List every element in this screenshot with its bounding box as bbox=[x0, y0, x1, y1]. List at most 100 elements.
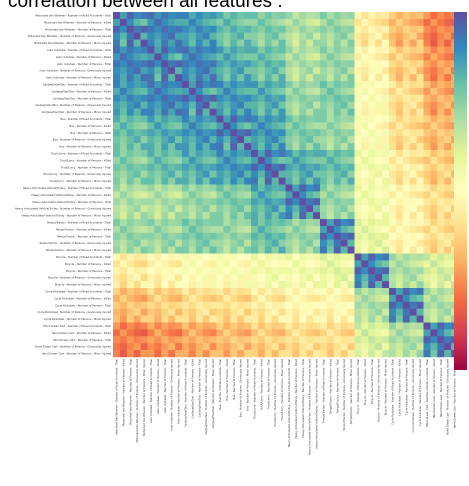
heatmap-cell bbox=[168, 288, 176, 296]
heatmap-cell bbox=[257, 101, 266, 109]
heatmap-cell bbox=[354, 67, 362, 75]
heatmap-cell bbox=[209, 143, 217, 151]
heatmap-cell bbox=[216, 12, 224, 20]
heatmap-cell bbox=[168, 87, 176, 96]
heatmap-cell bbox=[320, 191, 328, 199]
heatmap-cell bbox=[154, 274, 162, 282]
heatmap-cell bbox=[175, 60, 183, 68]
heatmap-cell bbox=[354, 115, 362, 123]
heatmap-cell bbox=[147, 225, 155, 234]
heatmap-cell bbox=[147, 343, 155, 351]
heatmap-cell bbox=[292, 143, 300, 151]
heatmap-cell bbox=[409, 294, 417, 303]
heatmap-cell bbox=[409, 108, 417, 116]
heatmap-cell bbox=[285, 12, 293, 20]
heatmap-cell bbox=[175, 32, 183, 40]
heatmap-cell bbox=[113, 219, 121, 227]
heatmap-cell bbox=[402, 225, 410, 234]
heatmap-cell bbox=[133, 129, 141, 137]
y-tick-label: Tempo/Tractor - Number of Persons - Grie… bbox=[39, 241, 111, 245]
heatmap-cell bbox=[375, 232, 383, 240]
x-tick-label: Bus - Number of Persons - Grievously Inj… bbox=[239, 359, 243, 418]
heatmap-cell bbox=[368, 60, 376, 68]
heatmap-cell bbox=[271, 32, 279, 40]
heatmap-cell bbox=[382, 94, 390, 102]
heatmap-cell bbox=[437, 53, 445, 61]
heatmap-cell bbox=[285, 219, 293, 227]
heatmap-cell bbox=[188, 18, 197, 27]
heatmap-cell bbox=[402, 315, 410, 323]
heatmap-cell bbox=[202, 191, 210, 199]
heatmap-cell bbox=[326, 212, 335, 220]
heatmap-cell bbox=[168, 191, 176, 199]
heatmap-cell bbox=[354, 267, 362, 275]
heatmap-cell bbox=[354, 212, 362, 220]
heatmap-cell bbox=[209, 191, 217, 199]
heatmap-cell bbox=[126, 32, 134, 40]
heatmap-cell bbox=[230, 25, 238, 33]
heatmap-cell bbox=[271, 163, 279, 171]
heatmap-cell bbox=[382, 336, 390, 344]
heatmap-cell bbox=[182, 129, 190, 137]
heatmap-cell bbox=[320, 39, 328, 47]
heatmap-cell bbox=[264, 60, 272, 68]
heatmap-cell bbox=[423, 232, 431, 240]
heatmap-cell bbox=[306, 288, 314, 296]
heatmap-cell bbox=[340, 212, 348, 220]
heatmap-cell bbox=[140, 315, 148, 323]
heatmap-cell bbox=[389, 101, 397, 109]
heatmap-cell bbox=[375, 87, 383, 96]
heatmap-cell bbox=[326, 232, 335, 240]
heatmap-cell bbox=[368, 81, 376, 89]
heatmap-cell bbox=[347, 198, 355, 206]
heatmap-cell bbox=[326, 81, 335, 89]
heatmap-cell bbox=[257, 315, 266, 323]
heatmap-cell bbox=[430, 150, 438, 158]
heatmap-cell bbox=[313, 156, 321, 165]
heatmap-cell bbox=[161, 350, 169, 358]
heatmap-cell bbox=[409, 74, 417, 82]
heatmap-cell bbox=[154, 143, 162, 151]
heatmap-cell bbox=[375, 315, 383, 323]
heatmap-cell bbox=[126, 163, 134, 171]
heatmap-cell bbox=[154, 329, 162, 337]
heatmap-cell bbox=[237, 336, 245, 344]
heatmap-cell bbox=[278, 67, 286, 75]
heatmap-cell bbox=[326, 343, 335, 351]
heatmap-cell bbox=[326, 294, 335, 303]
heatmap-cell bbox=[444, 322, 452, 330]
heatmap-cell bbox=[216, 267, 224, 275]
heatmap-cell bbox=[175, 25, 183, 33]
heatmap-cell bbox=[285, 205, 293, 213]
heatmap-cell bbox=[354, 25, 362, 33]
heatmap-cell bbox=[154, 219, 162, 227]
heatmap-cell bbox=[195, 308, 203, 316]
heatmap-cell bbox=[382, 60, 390, 68]
heatmap-cell bbox=[326, 191, 335, 199]
heatmap-cell bbox=[416, 101, 424, 109]
heatmap-cell bbox=[395, 115, 404, 123]
heatmap-cell bbox=[444, 32, 452, 40]
heatmap-cell bbox=[202, 253, 210, 261]
heatmap-cell bbox=[285, 288, 293, 296]
heatmap-cell bbox=[230, 322, 238, 330]
heatmap-cell bbox=[409, 274, 417, 282]
heatmap-cell bbox=[147, 129, 155, 137]
heatmap-cell bbox=[244, 32, 252, 40]
heatmap-cell bbox=[430, 336, 438, 344]
heatmap-cell bbox=[395, 170, 404, 178]
heatmap-cell bbox=[126, 322, 134, 330]
heatmap-cell bbox=[333, 12, 341, 20]
heatmap-cell bbox=[271, 74, 279, 82]
heatmap-cell bbox=[368, 177, 376, 185]
heatmap-cell bbox=[333, 212, 341, 220]
heatmap-cell bbox=[209, 136, 217, 144]
heatmap-cell bbox=[320, 115, 328, 123]
heatmap-cell bbox=[264, 74, 272, 82]
heatmap-cell bbox=[361, 115, 369, 123]
heatmap-cell bbox=[251, 170, 259, 178]
heatmap-cell bbox=[244, 129, 252, 137]
heatmap-cell bbox=[133, 225, 141, 234]
heatmap-cell bbox=[430, 260, 438, 268]
heatmap-cell bbox=[278, 46, 286, 54]
